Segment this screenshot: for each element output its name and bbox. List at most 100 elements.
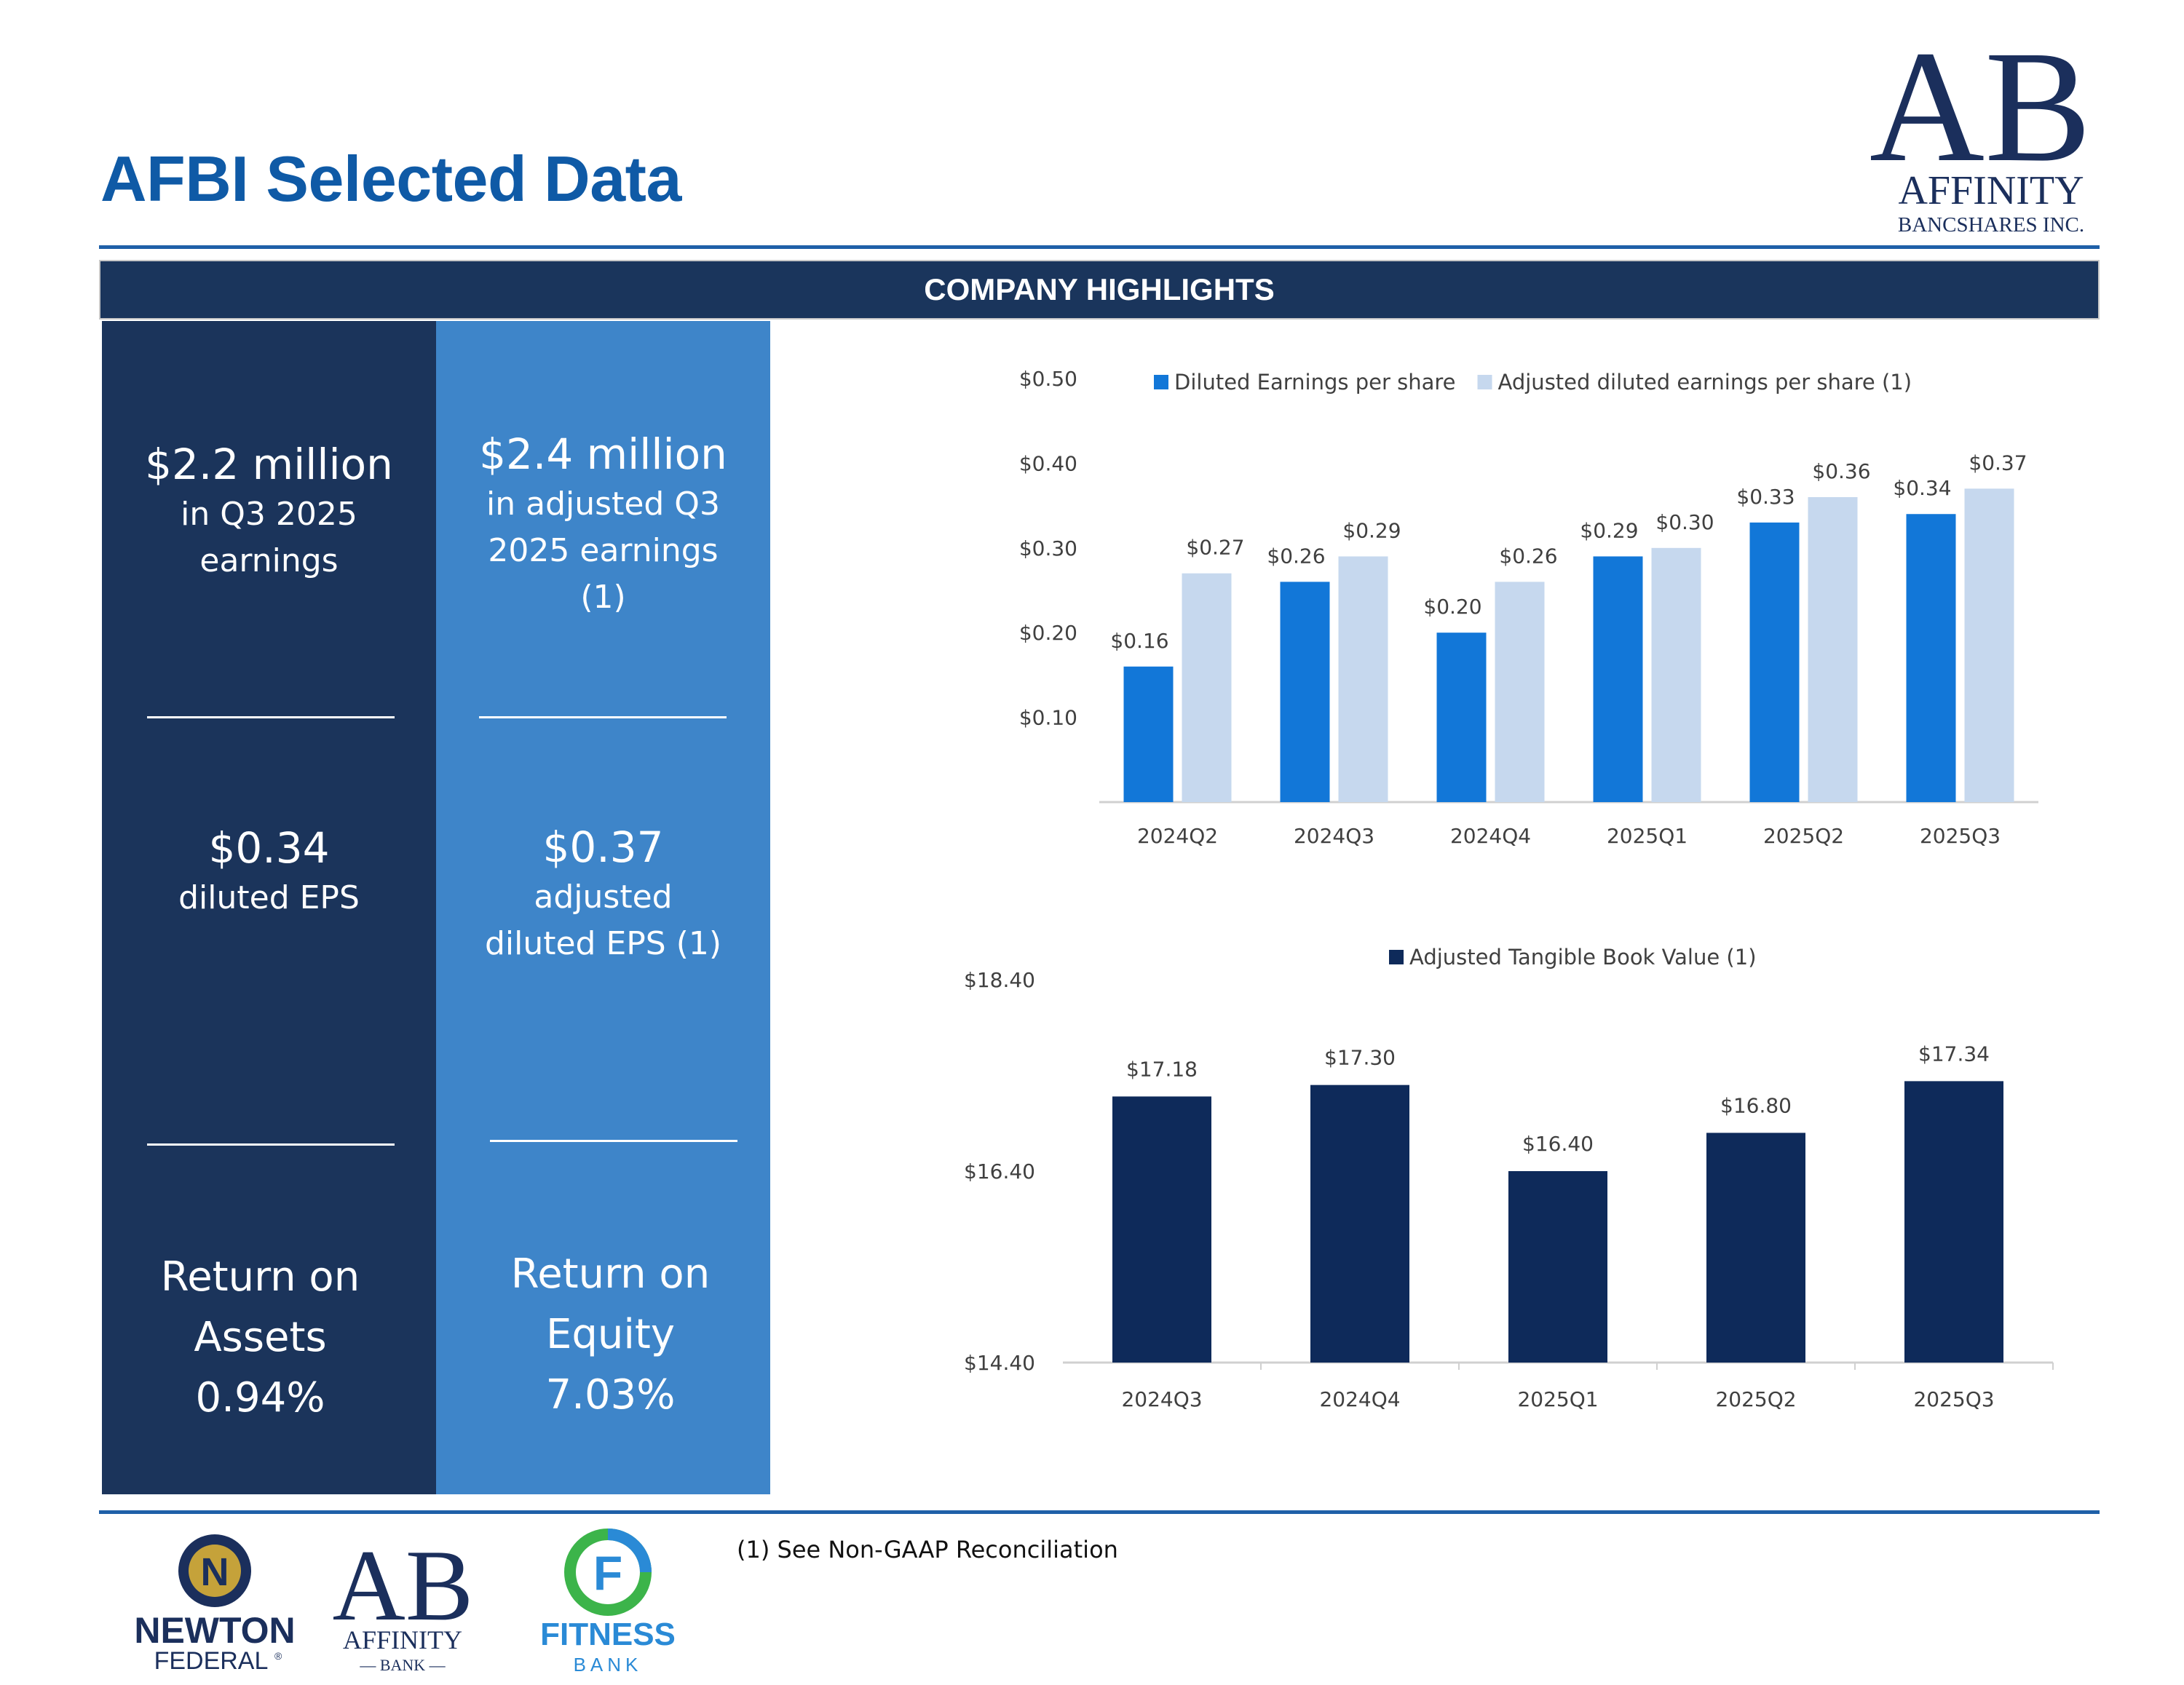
kpi-adj-eps-desc-2: diluted EPS (1) [484, 925, 722, 962]
y-tick-label: $0.10 [1019, 706, 1077, 730]
x-tick-label: 2024Q4 [1450, 824, 1531, 848]
bar-adjusted-tangible-book-value-1--2025q1 [1508, 1171, 1607, 1363]
x-tick-label: 2025Q2 [1715, 1387, 1796, 1411]
footnote: (1) See Non-GAAP Reconciliation [737, 1536, 1118, 1563]
x-tick-label: 2024Q2 [1137, 824, 1218, 848]
y-tick-label: $0.20 [1019, 621, 1077, 645]
newton-reg: ® [274, 1650, 282, 1662]
bar-diluted-earnings-per-share-2024q3 [1280, 582, 1330, 802]
data-label: $0.20 [1423, 595, 1481, 619]
kpi-earnings-value: $2.2 million [145, 440, 393, 489]
x-tick-label: 2025Q2 [1763, 824, 1844, 848]
kpi-divider [147, 716, 395, 718]
data-label: $0.27 [1186, 536, 1244, 560]
company-highlights-banner: COMPANY HIGHLIGHTS [99, 260, 2100, 320]
bar-adjusted-diluted-earnings-per-share-1--2024q3 [1338, 556, 1388, 802]
newton-line1: NEWTON [134, 1610, 295, 1651]
footer-divider [99, 1510, 2100, 1514]
y-tick-label: $14.40 [964, 1351, 1035, 1375]
kpi-panel-adjusted: $2.4 million in adjusted Q3 2025 earning… [436, 321, 770, 1494]
kpi-earnings: $2.2 million in Q3 2025 earnings [102, 437, 436, 584]
kpi-roe-line2: Equity [545, 1311, 676, 1358]
bar-adjusted-tangible-book-value-1--2025q3 [1904, 1081, 2003, 1363]
kpi-roe: Return on Equity 7.03% [443, 1244, 778, 1425]
newton-coin-icon [189, 1545, 241, 1597]
data-label: $17.18 [1126, 1057, 1198, 1081]
y-tick-label: $0.40 [1019, 451, 1077, 475]
bar-adjusted-diluted-earnings-per-share-1--2024q4 [1495, 582, 1545, 802]
data-label: $0.30 [1655, 510, 1714, 534]
kpi-roa-line1: Return on [160, 1253, 360, 1301]
banner-label: COMPANY HIGHLIGHTS [924, 272, 1275, 306]
bar-adjusted-tangible-book-value-1--2025q2 [1706, 1133, 1805, 1363]
x-tick-label: 2025Q3 [1913, 1387, 1994, 1411]
affinity-bank-monogram: AB [333, 1529, 472, 1642]
kpi-roa-line2: Assets [194, 1314, 327, 1361]
bar-adjusted-diluted-earnings-per-share-1--2024q2 [1182, 573, 1232, 802]
fitness-mark: F [593, 1546, 622, 1600]
kpi-eps-value: $0.34 [208, 823, 330, 873]
kpi-divider [479, 716, 727, 718]
x-tick-label: 2024Q4 [1319, 1387, 1400, 1411]
bar-diluted-earnings-per-share-2024q2 [1123, 666, 1174, 802]
x-tick-label: 2025Q1 [1517, 1387, 1598, 1411]
kpi-eps: $0.34 diluted EPS [102, 821, 436, 921]
y-tick-label: $16.40 [964, 1159, 1035, 1184]
page-title: AFBI Selected Data [100, 143, 681, 215]
kpi-roa: Return on Assets 0.94% [93, 1247, 427, 1428]
fitness-line2: BANK [574, 1654, 643, 1676]
bar-diluted-earnings-per-share-2025q1 [1593, 556, 1643, 802]
data-label: $0.37 [1969, 451, 2027, 475]
legend-swatch [1154, 375, 1168, 389]
y-tick-label: $0.30 [1019, 536, 1077, 560]
x-tick-label: 2025Q1 [1607, 824, 1688, 848]
affinity-bank-line2: — BANK — [359, 1656, 446, 1674]
legend-label: Diluted Earnings per share [1174, 370, 1456, 395]
data-label: $0.26 [1267, 544, 1325, 568]
fitness-arc-icon [607, 1529, 652, 1573]
kpi-earnings-desc-2: earnings [199, 542, 339, 579]
data-label: $0.36 [1812, 459, 1870, 483]
kpi-adj-earnings-value: $2.4 million [479, 429, 727, 479]
x-tick-label: 2024Q3 [1121, 1387, 1202, 1411]
data-label: $17.30 [1324, 1046, 1396, 1070]
data-label: $0.33 [1736, 485, 1795, 509]
x-tick-label: 2025Q3 [1920, 824, 2001, 848]
data-label: $16.80 [1720, 1093, 1792, 1117]
bar-diluted-earnings-per-share-2025q2 [1749, 522, 1800, 802]
kpi-adj-eps-value: $0.37 [542, 822, 664, 872]
bar-diluted-earnings-per-share-2025q3 [1906, 514, 1956, 802]
newton-line2: FEDERAL [154, 1647, 269, 1675]
data-label: $0.29 [1580, 518, 1638, 542]
header-divider [99, 245, 2100, 249]
y-tick-label: $18.40 [964, 968, 1035, 992]
affinity-bank-line1: AFFINITY [343, 1625, 462, 1654]
kpi-adj-earnings-desc-2: 2025 earnings [488, 532, 719, 569]
kpi-adj-earnings-desc-1: in adjusted Q3 [486, 485, 720, 523]
kpi-earnings-desc-1: in Q3 2025 [181, 496, 357, 533]
kpi-roe-line1: Return on [510, 1250, 711, 1298]
legend-label: Adjusted diluted earnings per share (1) [1498, 370, 1912, 395]
kpi-adj-eps-desc-1: adjusted [534, 879, 673, 916]
kpi-roa-value: 0.94% [195, 1374, 325, 1422]
legend-label: Adjusted Tangible Book Value (1) [1409, 945, 1757, 970]
y-tick-label: $0.50 [1019, 367, 1077, 391]
affinity-bancshares-logo: AB AFFINITY BANCSHARES INC. [1869, 17, 2111, 240]
kpi-panel-gaap: $2.2 million in Q3 2025 earnings $0.34 d… [102, 321, 436, 1494]
x-tick-label: 2024Q3 [1294, 824, 1374, 848]
fitness-bank-logo: F FITNESS BANK [535, 1529, 681, 1681]
bar-adjusted-tangible-book-value-1--2024q3 [1112, 1096, 1211, 1363]
logo-line2: BANCSHARES INC. [1898, 213, 2084, 237]
kpi-eps-desc: diluted EPS [178, 879, 360, 916]
legend-swatch [1389, 950, 1404, 964]
bar-adjusted-diluted-earnings-per-share-1--2025q2 [1808, 496, 1858, 802]
kpi-roe-value: 7.03% [545, 1371, 676, 1419]
kpi-adj-eps: $0.37 adjusted diluted EPS (1) [436, 820, 770, 967]
logo-monogram: AB [1871, 22, 2092, 195]
legend-swatch [1477, 375, 1492, 389]
bar-adjusted-diluted-earnings-per-share-1--2025q3 [1964, 488, 2014, 802]
fitness-line1: FITNESS [540, 1617, 676, 1652]
data-label: $17.34 [1918, 1042, 1990, 1066]
data-label: $0.29 [1342, 518, 1401, 542]
newton-mark: N [201, 1550, 229, 1594]
